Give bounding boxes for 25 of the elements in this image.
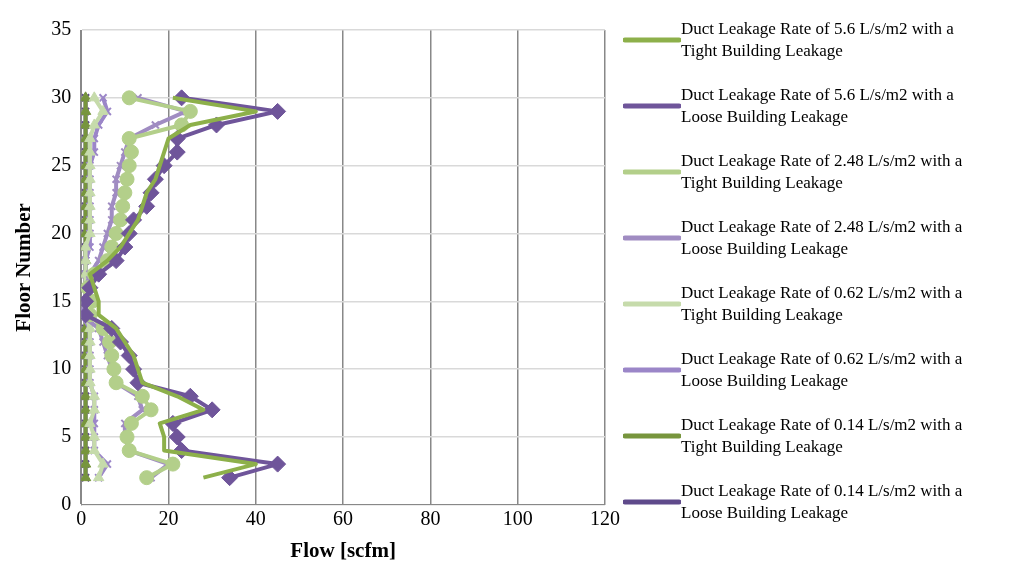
y-tick-label: 35 — [51, 17, 72, 40]
legend-label: Duct Leakage Rate of 2.48 L/s/m2 with a Tight Building Leakage — [681, 150, 963, 194]
legend-label: Duct Leakage Rate of 0.14 L/s/m2 with a Tight Building Leakage — [681, 414, 963, 458]
legend-label: Duct Leakage Rate of 0.62 L/s/m2 with a Tight Building Leakage — [681, 282, 963, 326]
legend-label: Duct Leakage Rate of 5.6 L/s/m2 with a Loose Building Leakage — [681, 84, 955, 128]
legend-label: Duct Leakage Rate of 5.6 L/s/m2 with a Tight Building Leakage — [681, 18, 955, 62]
y-tick-label: 20 — [51, 220, 72, 243]
x-tick-label: 100 — [502, 507, 533, 530]
y-tick-label: 10 — [51, 356, 72, 379]
legend-label: Duct Leakage Rate of 0.62 L/s/m2 with a Loose Building Leakage — [681, 348, 963, 392]
x-tick-label: 60 — [333, 507, 354, 530]
x-axis-title: Flow [scfm] — [290, 537, 396, 562]
y-tick-label: 15 — [51, 288, 72, 311]
y-axis-title: Floor Number — [11, 203, 36, 332]
x-tick-label: 0 — [76, 507, 87, 530]
y-tick-label: 5 — [61, 424, 72, 447]
y-tick-label: 30 — [51, 85, 72, 108]
y-tick-label: 0 — [61, 492, 72, 515]
x-tick-label: 20 — [158, 507, 179, 530]
y-tick-label: 25 — [51, 152, 72, 175]
legend-label: Duct Leakage Rate of 2.48 L/s/m2 with a Loose Building Leakage — [681, 216, 963, 260]
x-tick-label: 120 — [590, 507, 620, 530]
x-tick-label: 40 — [245, 507, 266, 530]
x-tick-label: 80 — [420, 507, 441, 530]
legend-label: Duct Leakage Rate of 0.14 L/s/m2 with a Loose Building Leakage — [681, 480, 963, 524]
